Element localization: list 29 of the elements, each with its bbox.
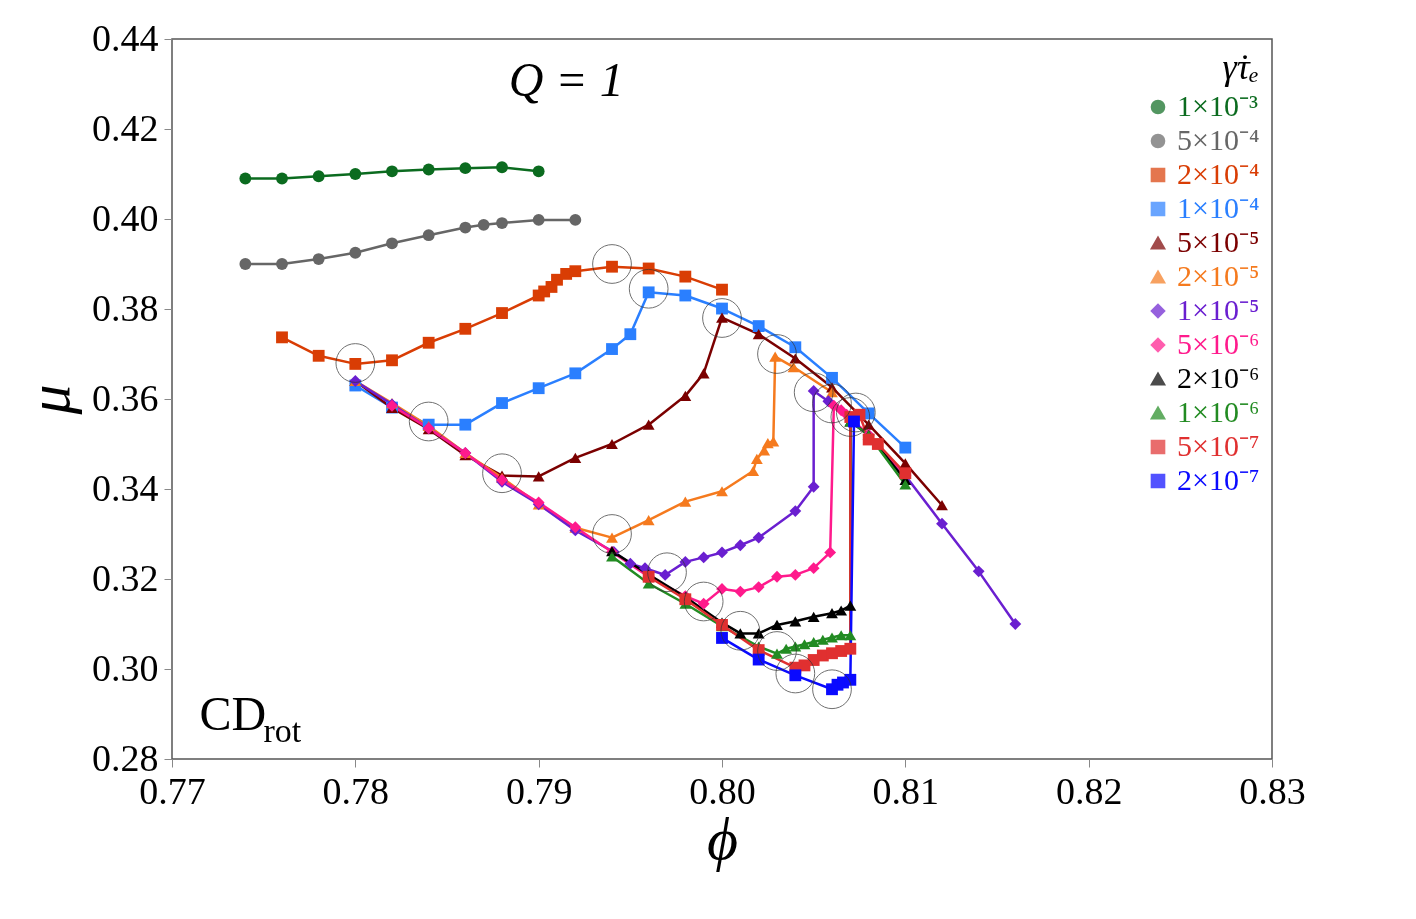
y-tick-label: 0.30 (92, 646, 159, 689)
legend-label: 2×10⁻⁶ (1177, 361, 1260, 394)
x-tick-label: 0.79 (505, 769, 573, 812)
legend-label: 1×10⁻⁶ (1177, 395, 1260, 428)
y-tick-label: 0.28 (92, 736, 159, 779)
y-tick-label: 0.44 (92, 16, 159, 59)
x-tick-label: 0.82 (1055, 769, 1123, 812)
x-tick-label: 0.81 (872, 769, 940, 812)
x-tick-label: 0.83 (1239, 769, 1306, 812)
legend-label: 5×10⁻⁴ (1177, 123, 1260, 156)
y-tick-label: 0.40 (92, 196, 159, 239)
y-tick-label: 0.38 (92, 286, 159, 329)
legend-label: 5×10⁻⁵ (1177, 225, 1260, 258)
legend-label: 2×10⁻⁷ (1177, 463, 1260, 496)
legend-label: 1×10⁻⁵ (1177, 293, 1260, 326)
legend-label: 5×10⁻⁶ (1177, 327, 1260, 360)
legend-label: 1×10⁻⁴ (1177, 191, 1260, 224)
annotation: Q = 1 (508, 52, 624, 106)
legend-label: 5×10⁻⁷ (1177, 429, 1260, 462)
legend-label: 1×10⁻³ (1177, 89, 1258, 122)
y-axis-title: μ (16, 384, 82, 416)
y-tick-label: 0.34 (92, 466, 159, 509)
legend-title: γ̇τₑ (1222, 47, 1259, 87)
x-tick-label: 0.78 (322, 769, 390, 812)
legend-label: 2×10⁻⁴ (1177, 157, 1260, 190)
legend-label: 2×10⁻⁵ (1177, 259, 1260, 292)
y-tick-label: 0.32 (92, 556, 159, 599)
y-tick-label: 0.36 (92, 376, 159, 419)
y-tick-label: 0.42 (92, 106, 159, 149)
